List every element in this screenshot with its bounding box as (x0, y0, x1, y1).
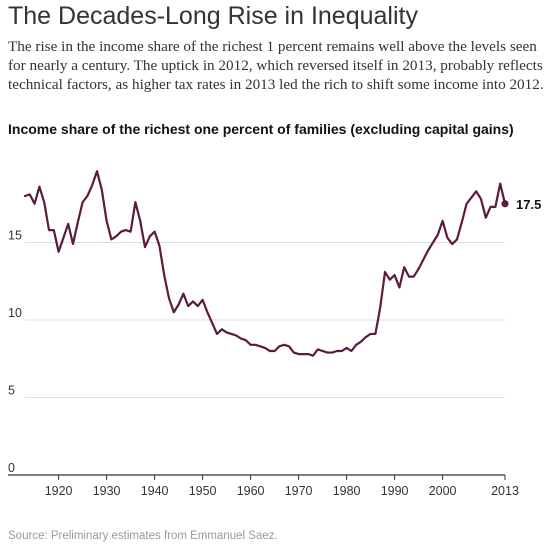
x-tick-label: 1960 (237, 484, 265, 498)
x-tick-label: 2000 (429, 484, 457, 498)
end-value-label: 17.5 (516, 197, 541, 212)
chart-title: Income share of the richest one percent … (8, 121, 514, 137)
x-tick-label: 1980 (333, 484, 361, 498)
series-line-top1-income-share (23, 170, 507, 357)
x-tick-label: 1940 (141, 484, 169, 498)
y-tick-label: 5 (8, 384, 15, 398)
x-tick-label: 1990 (381, 484, 409, 498)
page-title: The Decades-Long Rise in Inequality (8, 2, 418, 30)
line-chart: 0 5 10 15 1920 1930 1940 1950 1960 1970 1980 1990 2… (8, 170, 541, 498)
x-tick-label: 1930 (93, 484, 121, 498)
source-note: Source: Preliminary estimates from Emman… (8, 530, 278, 542)
y-tick-label: 0 (8, 461, 15, 475)
end-point-marker (501, 200, 509, 208)
y-axis-tick-labels: 0 5 10 15 (8, 229, 22, 476)
subtitle: The rise in the income share of the rich… (8, 38, 544, 93)
x-tick-label: 1950 (189, 484, 217, 498)
y-tick-label: 15 (8, 229, 22, 243)
grid-lines (25, 242, 505, 398)
x-axis: 1920 1930 1940 1950 1960 1970 1980 1990 2000 2013 (8, 474, 519, 498)
x-tick-label: 2013 (491, 484, 519, 498)
x-tick-label: 1920 (45, 484, 73, 498)
x-tick-label: 1970 (285, 484, 313, 498)
y-tick-label: 10 (8, 306, 22, 320)
